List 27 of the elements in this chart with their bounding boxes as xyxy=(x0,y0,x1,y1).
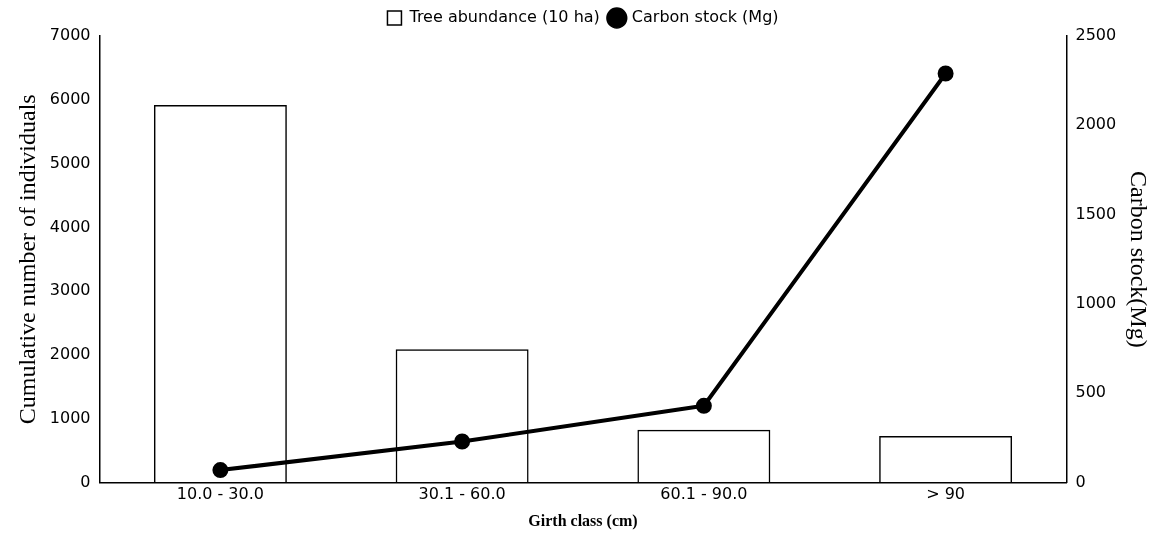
legend-label: Tree abundance (10 ha) xyxy=(408,7,600,27)
y2-tick-label: 1500 xyxy=(1075,203,1117,223)
x-axis-title: Girth class (cm) xyxy=(528,511,638,530)
y-tick-label: 4000 xyxy=(49,216,91,236)
y-tick-label: 6000 xyxy=(49,88,91,108)
x-tick-label: 60.1 - 90.0 xyxy=(660,484,748,504)
point xyxy=(937,65,954,82)
y2-tick-label: 2500 xyxy=(1075,25,1117,45)
y-tick-label: 0 xyxy=(80,471,91,491)
x-tick-label: > 90 xyxy=(926,484,966,504)
y2-tick-label: 0 xyxy=(1075,471,1086,491)
point xyxy=(454,433,471,450)
x-tick-label: 30.1 - 60.0 xyxy=(418,484,506,504)
y2-tick-label: 1000 xyxy=(1075,293,1117,313)
y2-tick-label: 2000 xyxy=(1075,114,1117,134)
y-tick-label: 2000 xyxy=(49,344,91,364)
y-axis-title: Cumulative number of individuals xyxy=(13,94,40,425)
y2-axis-title: Carbon stock(Mg) xyxy=(1126,170,1153,348)
point xyxy=(695,397,712,414)
y-tick-label: 7000 xyxy=(49,25,91,45)
y-tick-label: 5000 xyxy=(49,152,91,172)
y-tick-label: 3000 xyxy=(49,280,91,300)
x-tick-label: 10.0 - 30.0 xyxy=(176,484,264,504)
legend-label: Carbon stock (Mg) xyxy=(631,7,779,27)
y2-tick-label: 500 xyxy=(1075,382,1107,402)
y-tick-label: 1000 xyxy=(49,407,91,427)
point xyxy=(212,462,229,479)
